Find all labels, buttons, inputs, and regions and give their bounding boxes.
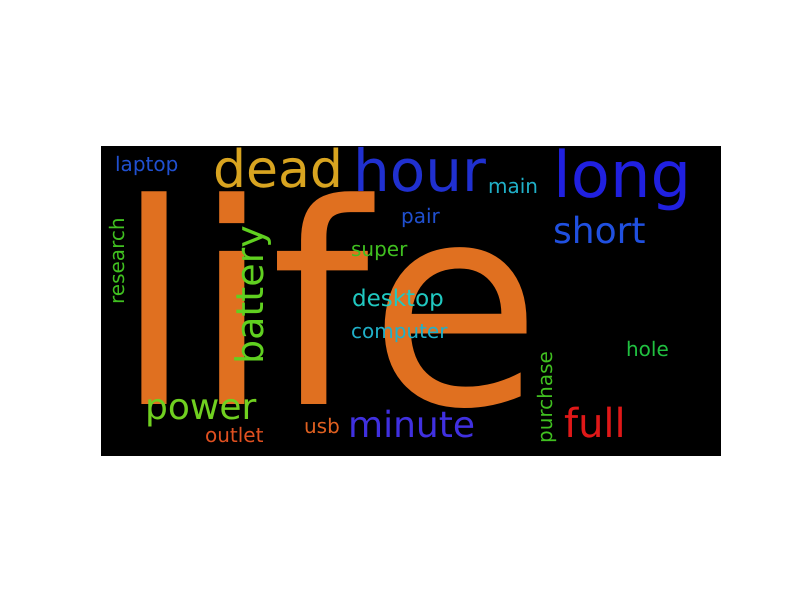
word-full: full bbox=[564, 401, 626, 447]
word-pair: pair bbox=[401, 204, 440, 228]
word-purchase: purchase bbox=[533, 351, 557, 443]
word-main: main bbox=[488, 174, 538, 198]
word-dead: dead bbox=[213, 146, 343, 200]
word-usb: usb bbox=[304, 414, 340, 438]
word-hole: hole bbox=[626, 337, 669, 361]
word-desktop: desktop bbox=[352, 286, 444, 312]
word-cloud: life long hour dead short battery power … bbox=[101, 146, 721, 456]
word-long: long bbox=[553, 146, 692, 213]
word-hour: hour bbox=[353, 146, 486, 205]
word-short: short bbox=[553, 211, 646, 252]
word-outlet: outlet bbox=[205, 423, 264, 447]
word-research: research bbox=[105, 217, 129, 304]
word-laptop: laptop bbox=[115, 152, 179, 176]
word-super: super bbox=[351, 237, 408, 261]
word-power: power bbox=[145, 387, 257, 428]
word-battery: battery bbox=[228, 225, 272, 364]
word-computer: computer bbox=[351, 319, 448, 343]
word-minute: minute bbox=[348, 405, 475, 446]
word-life: life bbox=[115, 146, 542, 456]
